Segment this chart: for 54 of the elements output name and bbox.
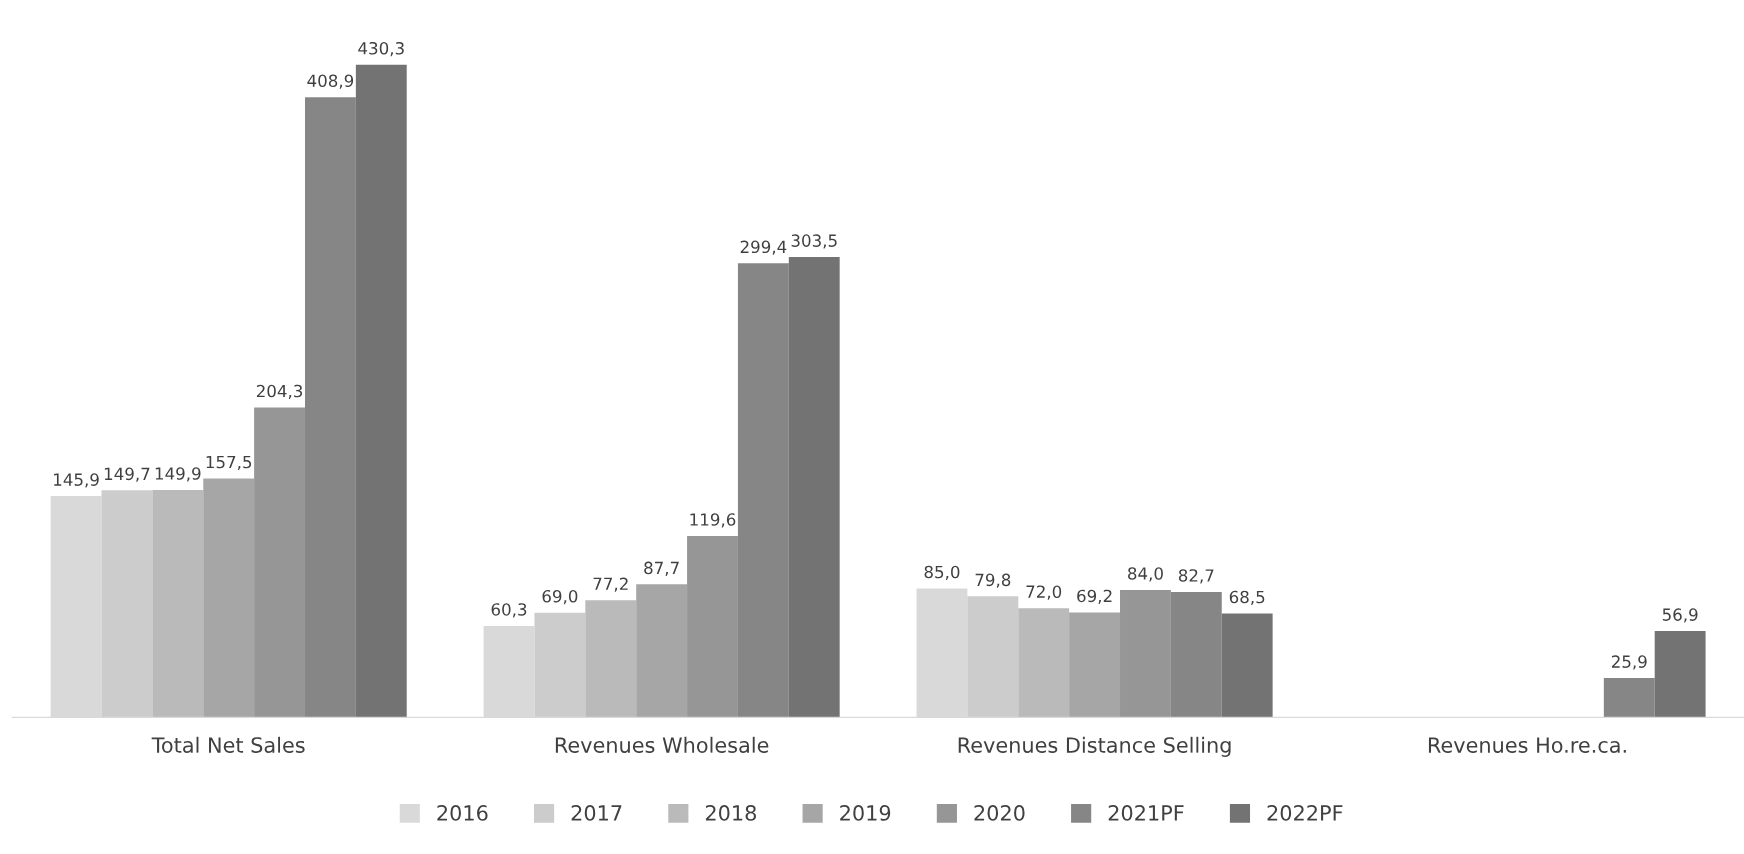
data-label: 69,2: [1077, 589, 1112, 604]
bar: [1018, 608, 1070, 718]
bar: [152, 490, 204, 718]
bar: [636, 584, 688, 718]
bar: [1069, 612, 1121, 718]
data-label: 79,8: [975, 573, 1011, 588]
bar: [355, 64, 407, 718]
data-label: 430,3: [358, 41, 404, 57]
x-tick-label: Revenues Wholesale: [555, 736, 769, 753]
data-label: 72,0: [1026, 585, 1062, 600]
data-label: 149,7: [104, 467, 150, 482]
bar: [788, 257, 840, 718]
bar: [737, 263, 789, 718]
bar: [1221, 613, 1273, 718]
bar: [304, 97, 356, 718]
bar: [687, 535, 738, 718]
data-label: 408,9: [307, 74, 354, 89]
bar: [203, 478, 255, 718]
data-label: 69,0: [542, 589, 578, 605]
legend-label: 2019: [840, 805, 891, 821]
x-tick-label: Total Net Sales: [151, 736, 305, 753]
bar: [534, 612, 586, 718]
data-label: 149,9: [155, 467, 201, 482]
data-label: 204,3: [256, 384, 303, 400]
legend-label: 2020: [974, 805, 1025, 821]
data-label: 303,5: [791, 234, 837, 249]
bar: [101, 490, 153, 718]
data-label: 60,3: [491, 603, 527, 618]
legend-label: 2018: [705, 805, 756, 821]
data-label: 85,0: [924, 565, 960, 580]
data-label: 84,0: [1128, 567, 1163, 582]
data-label: 77,2: [593, 577, 628, 592]
x-tick-label: Revenues Ho.re.ca.: [1428, 737, 1626, 753]
data-label: 145,9: [54, 473, 99, 488]
bar: [1603, 678, 1655, 718]
bar: [967, 596, 1019, 718]
x-tick-label: Revenues Distance Selling: [958, 736, 1231, 757]
data-label: 299,4: [740, 240, 787, 255]
bar: [1170, 591, 1222, 718]
data-label: 68,5: [1229, 590, 1265, 605]
data-label: 82,7: [1178, 569, 1214, 584]
bar: [254, 407, 305, 718]
legend-label: 2016: [437, 805, 488, 821]
bar: [1654, 631, 1706, 718]
bar: [585, 600, 637, 718]
data-label: 87,7: [644, 561, 679, 576]
data-label: 25,9: [1611, 655, 1647, 670]
legend-label: 2017: [571, 805, 622, 821]
data-label: 56,9: [1662, 608, 1698, 623]
legend-label: 2021PF: [1108, 805, 1184, 821]
data-label: 157,5: [206, 455, 252, 471]
data-label: 119,6: [690, 513, 736, 528]
bar: [1120, 589, 1171, 718]
legend-label: 2022PF: [1267, 805, 1343, 821]
